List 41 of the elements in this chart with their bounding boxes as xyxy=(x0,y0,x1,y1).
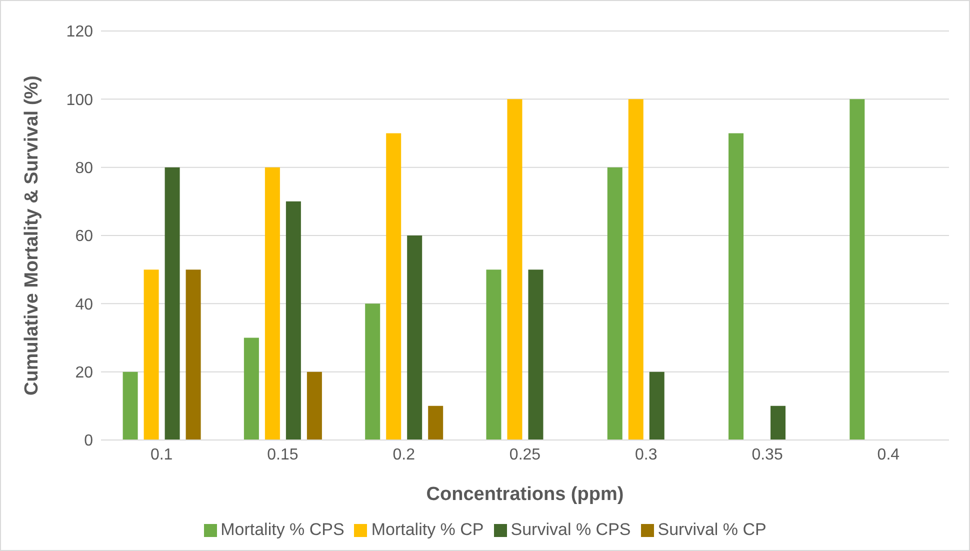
x-tick-label: 0.15 xyxy=(267,446,298,464)
bar xyxy=(607,167,622,440)
legend-label: Mortality % CP xyxy=(371,520,484,539)
y-tick-label: 120 xyxy=(66,24,94,41)
bar xyxy=(486,270,502,440)
bar xyxy=(144,270,159,440)
bar xyxy=(407,236,422,440)
x-tick-label: 0.25 xyxy=(509,446,541,464)
bar xyxy=(428,406,444,440)
bar xyxy=(628,99,644,440)
bar xyxy=(728,133,744,440)
y-tick-label: 60 xyxy=(75,228,94,246)
bar xyxy=(122,372,138,440)
bar xyxy=(365,304,380,440)
bar xyxy=(649,372,664,440)
x-tick-label: 0.1 xyxy=(150,446,173,464)
bar xyxy=(244,338,259,440)
x-tick-label: 0.3 xyxy=(635,446,658,464)
bar xyxy=(507,99,522,440)
bar xyxy=(186,270,201,440)
x-tick-label: 0.35 xyxy=(752,446,783,464)
bar xyxy=(264,167,280,440)
y-tick-label: 100 xyxy=(66,92,94,109)
x-axis-title: Concentrations (ppm) xyxy=(426,484,624,505)
bar xyxy=(164,167,180,440)
legend-label: Mortality % CPS xyxy=(220,520,344,539)
bar xyxy=(386,133,402,440)
y-tick-label: 20 xyxy=(75,364,94,382)
y-tick-label: 0 xyxy=(84,432,94,450)
bar xyxy=(306,372,322,440)
x-tick-label: 0.4 xyxy=(877,446,900,464)
legend-label: Survival % CP xyxy=(658,520,766,539)
bar xyxy=(528,270,544,440)
y-tick-label: 80 xyxy=(75,160,94,178)
y-axis-title: Cumulative Mortality & Survival (%) xyxy=(22,76,43,396)
legend-label: Survival % CPS xyxy=(510,520,631,539)
bar xyxy=(286,201,301,440)
x-tick-label: 0.2 xyxy=(392,446,416,464)
y-tick-label: 40 xyxy=(75,296,94,314)
bar xyxy=(850,99,865,440)
bar xyxy=(770,406,786,440)
